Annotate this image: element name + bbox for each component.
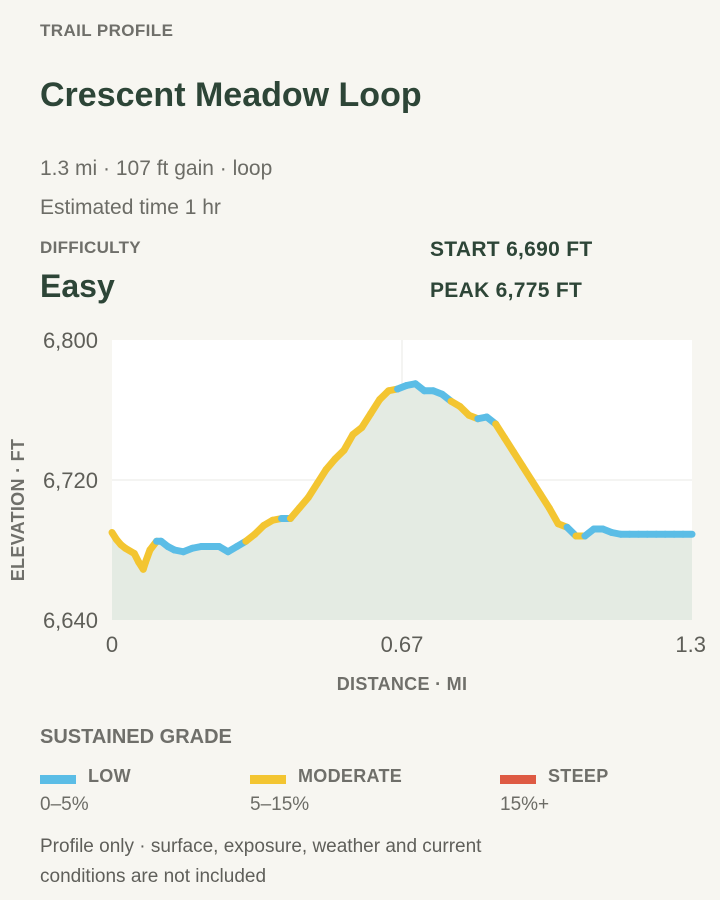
legend-swatch-low (40, 775, 76, 784)
legend-range-steep: 15%+ (500, 794, 550, 815)
legend-swatch-steep (500, 775, 536, 784)
difficulty-label: DIFFICULTY (40, 238, 141, 257)
peak-elevation: PEAK 6,775 FT (430, 279, 583, 302)
section-eyebrow: TRAIL PROFILE (40, 21, 174, 40)
legend-range-low: 0–5% (40, 794, 89, 815)
trail-summary: 1.3 mi · 107 ft gain · loop (40, 157, 273, 180)
x-tick-label: 0.67 (381, 632, 424, 657)
time-estimate: Estimated time 1 hr (40, 196, 221, 219)
legend-label-steep: STEEP (548, 766, 609, 786)
elevation-area (112, 383, 692, 620)
y-tick-label: 6,720 (43, 468, 98, 493)
difficulty-value: Easy (40, 268, 115, 304)
x-tick-label: 1.3 (675, 632, 706, 657)
legend-title: SUSTAINED GRADE (40, 726, 232, 748)
elevation-chart: 6,640 6,720 6,800 0 0.67 1.3 DISTANCE · MI ELEV… (8, 328, 706, 694)
y-tick-label: 6,640 (43, 608, 98, 633)
x-axis-label: DISTANCE · MI (337, 674, 468, 694)
footnote: Profile only · surface, exposure, weathe… (40, 836, 482, 887)
y-axis-label: ELEVATION · FT (8, 439, 28, 582)
legend-swatch-moderate (250, 775, 286, 784)
trail-title: Crescent Meadow Loop (40, 76, 422, 114)
x-tick-label: 0 (106, 632, 118, 657)
legend-label-low: LOW (88, 766, 131, 786)
y-tick-label: 6,800 (43, 328, 98, 353)
start-elevation: START 6,690 FT (430, 238, 593, 261)
legend-label-moderate: MODERATE (298, 766, 403, 786)
legend-range-moderate: 5–15% (250, 794, 310, 815)
